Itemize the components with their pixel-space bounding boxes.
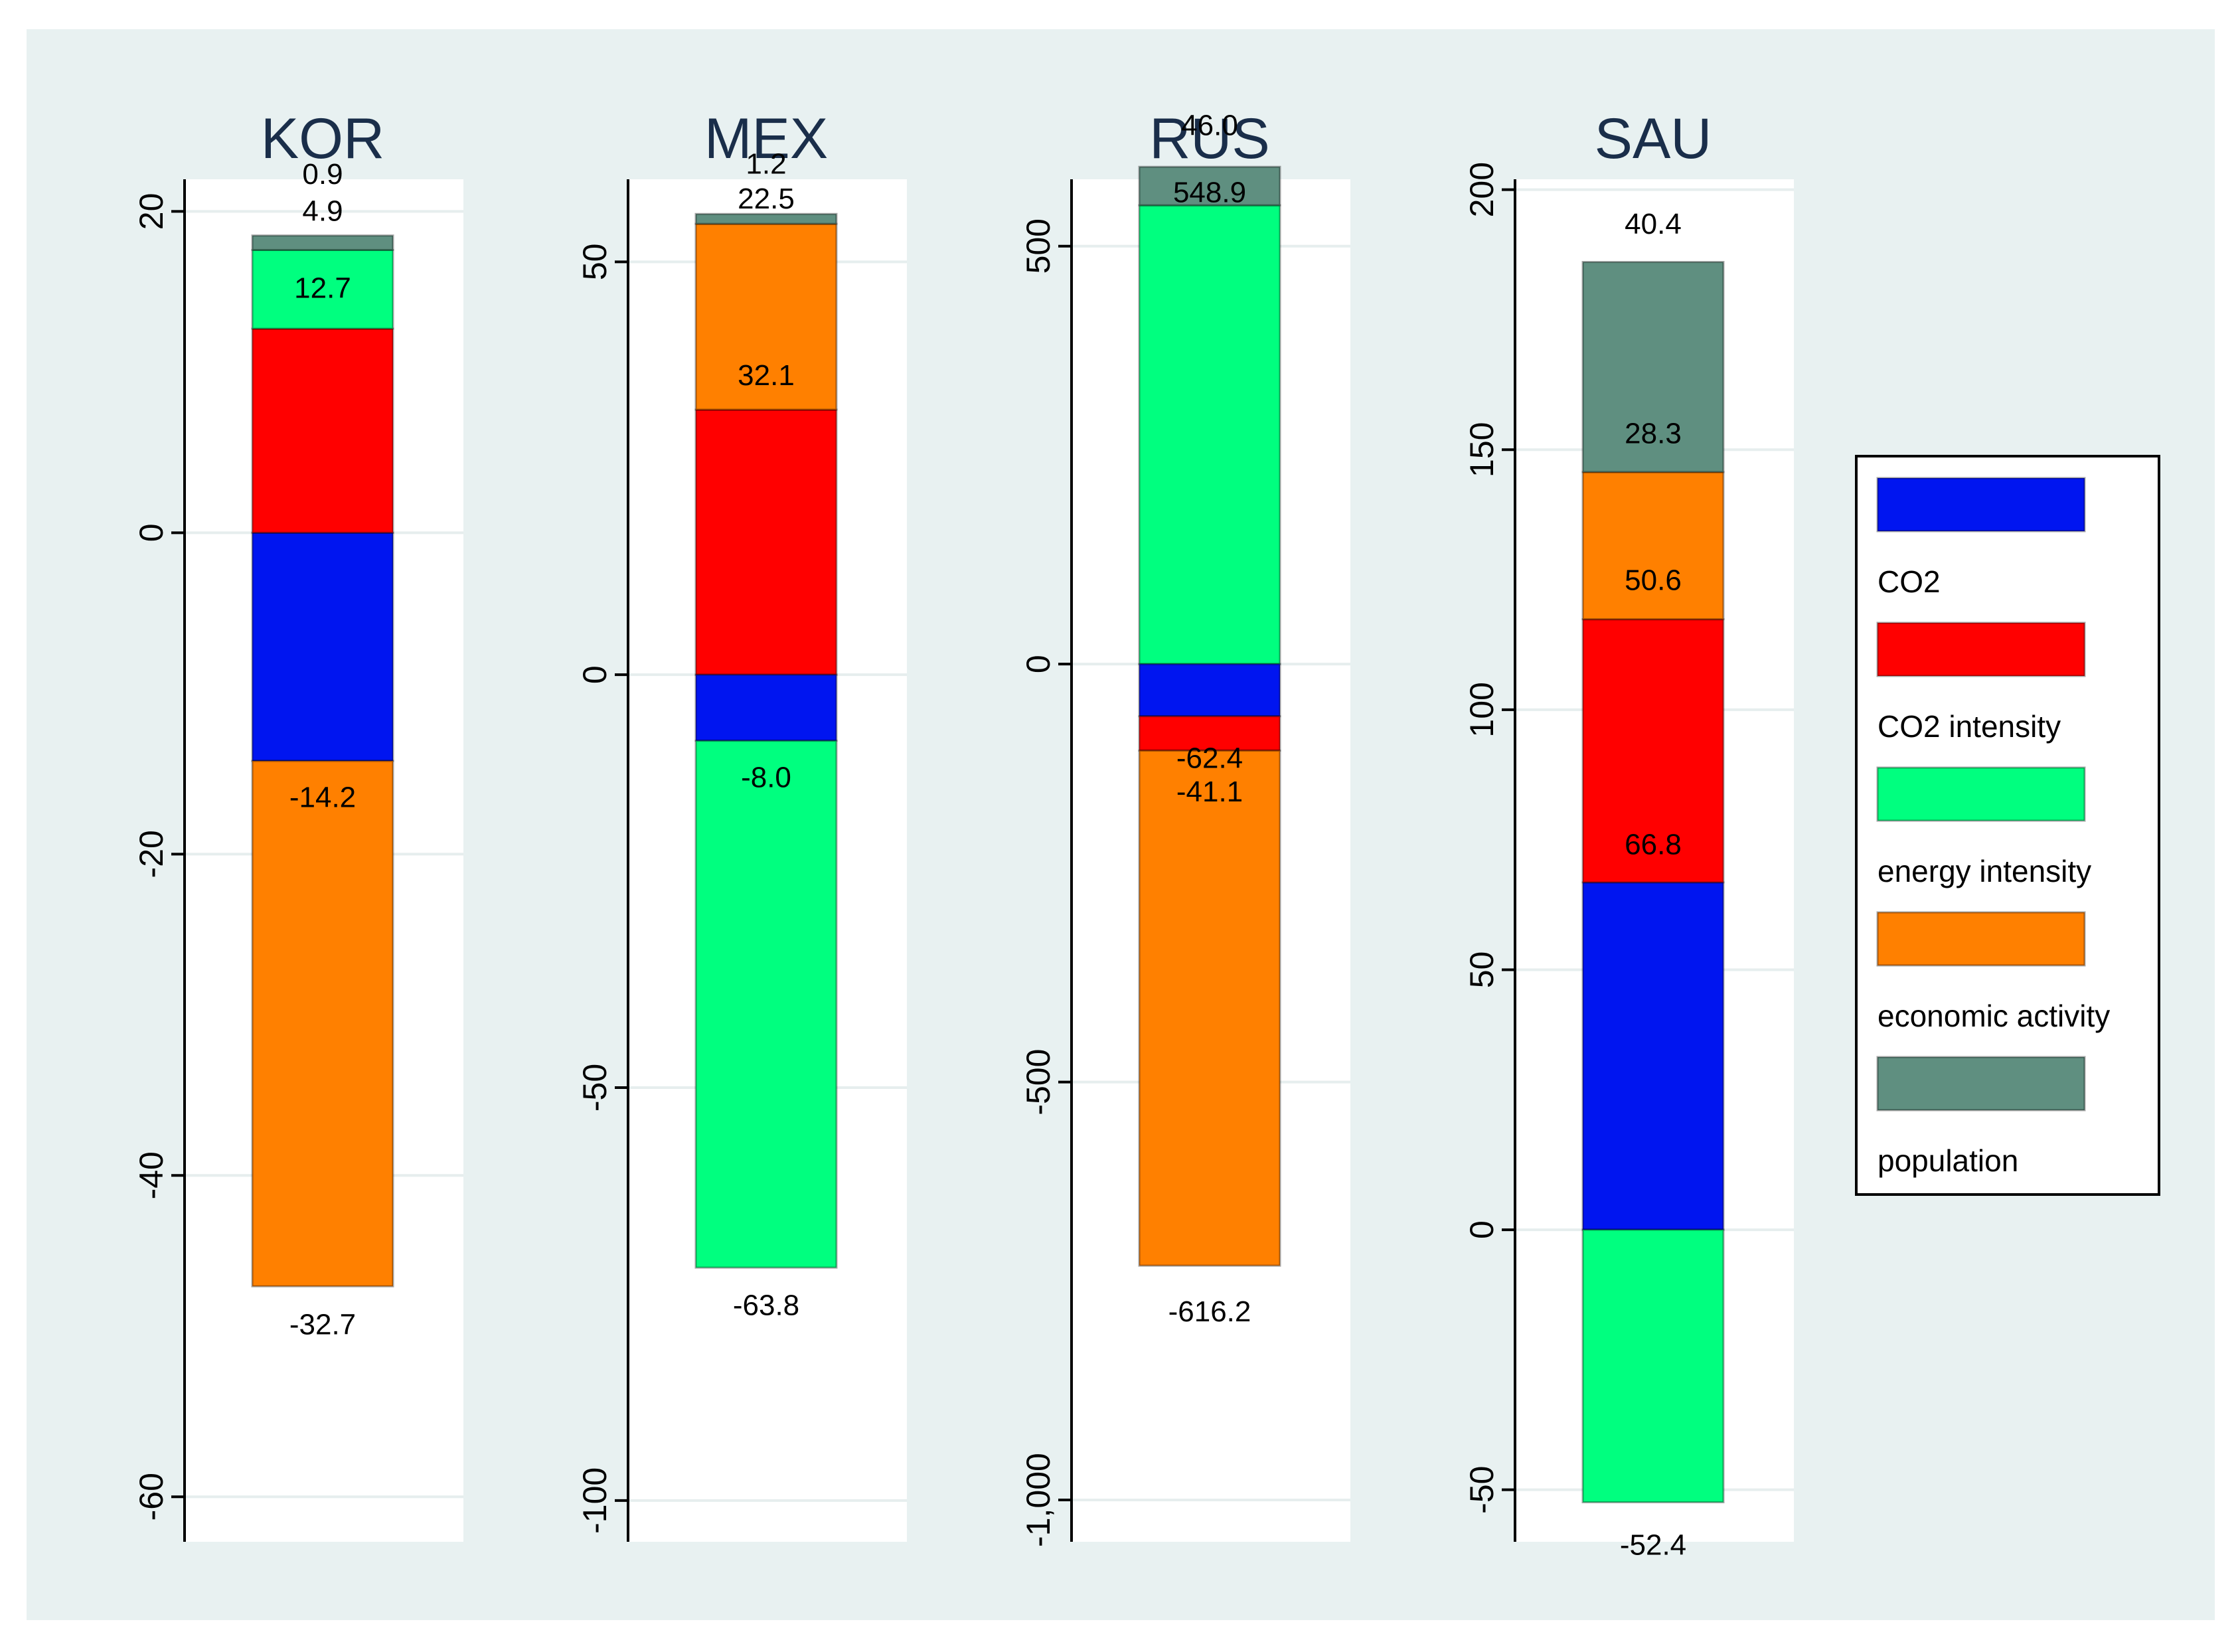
- bar-segment-co2-intensity: [1138, 715, 1281, 752]
- data-label: 32.1: [738, 359, 795, 392]
- legend-label: economic activity: [1878, 999, 2110, 1033]
- y-tick-label: 0: [1463, 1220, 1500, 1239]
- data-label: -616.2: [1168, 1295, 1251, 1328]
- y-tick-label: 0: [1020, 655, 1057, 673]
- bar-segment-co2-intensity: [251, 327, 394, 534]
- bar-segment-co2-intensity: [1581, 618, 1725, 884]
- bar-segment-population: [694, 212, 838, 225]
- data-label: 22.5: [738, 183, 795, 215]
- y-tick-label: -20: [133, 830, 170, 878]
- data-label: -41.1: [1176, 776, 1243, 808]
- bar-segment-population: [1138, 165, 1281, 206]
- bar-segment-population: [251, 234, 394, 251]
- data-label: -8.0: [741, 762, 791, 794]
- bar-segment-co2-intensity: [694, 408, 838, 676]
- y-tick-label: -500: [1020, 1049, 1057, 1115]
- data-label: 0.9: [302, 158, 343, 191]
- data-label: 28.3: [1625, 418, 1682, 450]
- panel-title: RUS: [1149, 107, 1270, 171]
- bar-segment-energy-intensity: [1581, 1228, 1725, 1503]
- data-label: 46.0: [1181, 110, 1238, 142]
- y-tick-label: 50: [576, 244, 613, 281]
- bar-segment-co2: [1138, 663, 1281, 718]
- bar-segment-co2: [1581, 881, 1725, 1231]
- data-label: -52.4: [1620, 1528, 1686, 1561]
- y-tick-label: 200: [1463, 162, 1500, 217]
- panel-rus: RUS 500 0 -500 -1,000 46.0 548.9 -62.4-41.1 -616…: [1020, 107, 1350, 1547]
- data-label: -63.8: [733, 1289, 799, 1321]
- bar-segment-energy-intensity: [1138, 204, 1281, 665]
- data-label: 12.7: [294, 272, 351, 305]
- y-tick-label: 50: [1463, 951, 1500, 989]
- y-tick-label: 20: [133, 193, 170, 230]
- panel-mex: MEX 50 0 -50 -100 1.222.5 32.1 -8.0 -63.8: [576, 107, 907, 1542]
- data-label: -62.4: [1176, 742, 1243, 775]
- y-tick-label: -50: [576, 1064, 613, 1112]
- legend-label: CO2 intensity: [1878, 709, 2061, 744]
- y-tick-label: 0: [133, 523, 170, 542]
- panel-kor: KOR 20 0 -20 -40 -60 0.9 4.9 12.7 -14.2 -32.7: [133, 107, 463, 1542]
- legend-swatch-economic-activity: [1876, 911, 2086, 967]
- bar-segment-population: [1581, 261, 1725, 473]
- legend: CO2 CO2 intensity energy intensity economic…: [1855, 455, 2160, 1196]
- data-label: 40.4: [1625, 208, 1682, 240]
- bar-segment-energy-intensity: [694, 740, 838, 1269]
- y-tick-label: -40: [133, 1151, 170, 1199]
- data-label: 66.8: [1625, 828, 1682, 861]
- y-tick-label: -60: [133, 1473, 170, 1521]
- y-tick-label: 100: [1463, 682, 1500, 737]
- y-tick-label: 0: [576, 665, 613, 684]
- panel-sau: SAU 200 150 100 50 0 -50 40.4 28.3 50.6 66.8 -52.4: [1463, 107, 1794, 1561]
- panel-title: MEX: [704, 107, 828, 171]
- data-label: 548.9: [1173, 176, 1246, 208]
- legend-swatch-energy-intensity: [1876, 766, 2086, 822]
- bar-segment-co2: [251, 531, 394, 762]
- data-label: 4.9: [302, 195, 343, 227]
- bar-segment-economic-activity: [694, 222, 838, 411]
- panel-title: SAU: [1595, 107, 1712, 171]
- data-label: 1.2: [746, 148, 786, 181]
- y-tick-label: 500: [1020, 218, 1057, 274]
- data-label: 50.6: [1625, 564, 1682, 597]
- bar-segment-economic-activity: [251, 760, 394, 1287]
- panel-title: KOR: [261, 107, 384, 171]
- legend-label: energy intensity: [1878, 854, 2091, 888]
- y-tick-label: -50: [1463, 1466, 1500, 1514]
- y-tick-label: -100: [576, 1467, 613, 1534]
- y-tick-label: -1,000: [1020, 1453, 1057, 1547]
- bar-segment-energy-intensity: [251, 248, 394, 330]
- legend-label: population: [1878, 1143, 2018, 1178]
- legend-label: CO2: [1878, 564, 1941, 599]
- legend-swatch-population: [1876, 1056, 2086, 1112]
- legend-swatch-co2-intensity: [1876, 621, 2086, 677]
- data-label: -14.2: [289, 782, 356, 814]
- bar-segment-co2: [694, 673, 838, 742]
- y-tick-label: 150: [1463, 422, 1500, 477]
- bar-segment-economic-activity: [1581, 471, 1725, 621]
- legend-swatch-co2: [1876, 477, 2086, 533]
- data-label: -32.7: [289, 1308, 356, 1341]
- bar-segment-economic-activity: [1138, 749, 1281, 1267]
